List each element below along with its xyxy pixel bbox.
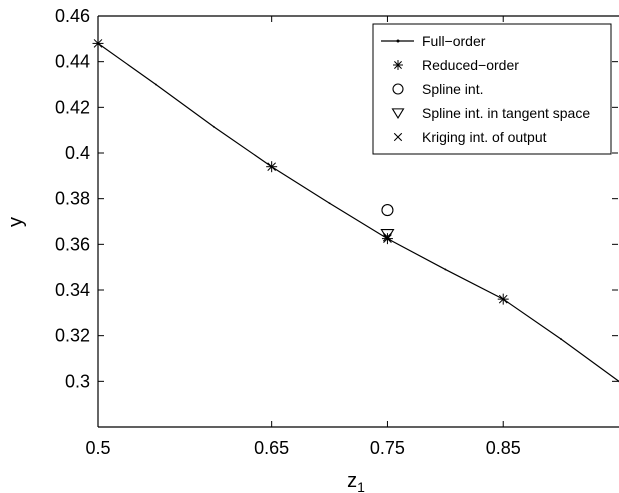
data-point-reduced-order (497, 293, 509, 305)
axes (97, 15, 619, 428)
data-point-spline-int (381, 204, 394, 217)
legend-entry-label: Kriging int. of output (422, 129, 547, 145)
y-tick-label: 0.44 (55, 52, 90, 72)
legend-swatch-marker (392, 83, 404, 95)
asterisk-stroke (93, 39, 103, 48)
data-point-full-order (328, 202, 331, 205)
y-tick-label: 0.34 (55, 280, 90, 300)
plot-area (92, 37, 619, 383)
x-tick-label: 0.5 (85, 438, 110, 458)
y-tick-label: 0.3 (65, 371, 90, 391)
data-point-reduced-order (266, 161, 278, 173)
legend-swatch-marker (393, 60, 403, 70)
legend-box (372, 23, 612, 155)
circle-shape (392, 83, 404, 95)
legend-entry-label: Full−order (422, 33, 486, 49)
data-point-full-order (444, 268, 447, 271)
legend: Full−order Reduced−order Spline int. Spline… (372, 23, 612, 155)
x-tick-label: 0.85 (486, 438, 521, 458)
y-tick-label: 0.46 (55, 6, 90, 26)
asterisk-stroke (267, 162, 276, 172)
legend-entry-label: Spline int. (422, 81, 483, 97)
legend-entry-label: Spline int. in tangent space (422, 105, 590, 121)
data-point-full-order (560, 338, 563, 340)
x-tick-label: 0.75 (370, 438, 405, 458)
y-tick-label: 0.32 (55, 326, 90, 346)
circle-shape (381, 204, 394, 217)
data-point-full-order (154, 83, 157, 86)
asterisk-stroke (498, 294, 508, 304)
legend-swatch-dot (396, 39, 400, 43)
data-point-kriging-int-of-output (382, 232, 392, 242)
cross-stroke (393, 132, 403, 142)
y-tick-label: 0.4 (65, 143, 90, 163)
series-line-full-order (97, 42, 619, 382)
data-point-full-order (212, 125, 215, 128)
x-tick-label: 0.65 (254, 438, 289, 458)
ticks: 0.3 0.32 0.34 0.36 0.38 0.4 0.42 0.44 0.46 0.5 0.6… (55, 6, 618, 458)
legend-entry-label: Reduced−order (422, 57, 519, 73)
asterisk-stroke (394, 61, 402, 69)
triangle-shape (391, 108, 405, 120)
y-axis-label: y (5, 217, 27, 227)
x-axis-label: z1 (347, 470, 365, 493)
y-tick-label: 0.36 (55, 234, 90, 254)
legend-swatch-marker (393, 132, 403, 142)
legend-swatch-marker (391, 108, 405, 120)
cross-stroke (382, 232, 392, 242)
y-tick-label: 0.38 (55, 189, 90, 209)
data-point-reduced-order (92, 37, 104, 49)
y-tick-label: 0.42 (55, 97, 90, 117)
